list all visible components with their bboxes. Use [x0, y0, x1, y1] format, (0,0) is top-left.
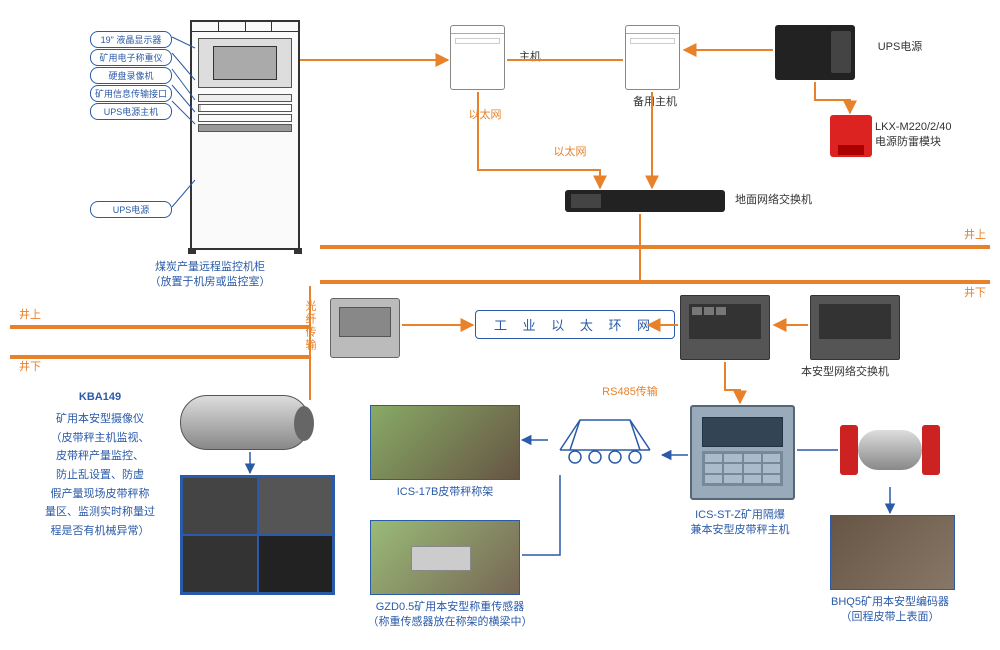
- ups-device: [775, 25, 855, 80]
- monitor-grid: [180, 475, 335, 595]
- rack: [190, 20, 300, 250]
- bhq5-label: BHQ5矿用本安型编码器 （回程皮带上表面）: [800, 595, 980, 626]
- gzd-img: [370, 520, 520, 595]
- sep-below-r: 井下: [960, 286, 990, 301]
- kba-title: KBA149: [60, 390, 140, 405]
- sep-below-l: 井下: [15, 360, 45, 375]
- rack-label: 19" 液晶显示器: [90, 31, 172, 48]
- bhq5-img: [830, 515, 955, 590]
- eth2-label: 以太网: [545, 145, 595, 160]
- fiber-label: 光纤传输: [302, 300, 316, 352]
- ring-net-label: 工 业 以 太 环 网: [475, 310, 675, 339]
- ics17b-img: [370, 405, 520, 480]
- sep-top: [320, 245, 990, 249]
- switch1: [680, 295, 770, 360]
- kba-desc: 矿用本安型摄像仪 （皮带秤主机监视、 皮带秤产量监控、 防止乱设置、防虚 假产量…: [25, 410, 175, 541]
- ics17b-label: ICS-17B皮带秤称架: [380, 485, 510, 500]
- sep-left2: [10, 355, 310, 359]
- lkx-label: LKX-M220/2/40 电源防雷模块: [875, 120, 985, 151]
- rack-label: 矿用电子称重仪: [90, 49, 172, 66]
- backup-label: 备用主机: [625, 95, 685, 110]
- switch2: [810, 295, 900, 360]
- sep-top2: [320, 280, 990, 284]
- icsst-device: [690, 405, 795, 500]
- fiber-device: [330, 298, 400, 358]
- ground-switch: [565, 190, 725, 212]
- ground-switch-label: 地面网络交换机: [735, 193, 835, 208]
- scale-carriage: [550, 405, 660, 475]
- sep-above-l: 井上: [15, 308, 45, 323]
- backup-pc: [625, 25, 680, 90]
- rack-ups-label: UPS电源: [90, 200, 172, 219]
- host-label: 主机: [510, 50, 550, 65]
- rack-label: 硬盘录像机: [90, 67, 172, 84]
- icsst-label: ICS-ST-Z矿用隔爆 兼本安型皮带秤主机: [660, 508, 820, 539]
- lkx-device: [830, 115, 872, 157]
- ups-label: UPS电源: [870, 40, 930, 55]
- bhq5-device: [840, 415, 940, 485]
- kba-camera: [180, 395, 310, 450]
- sep-left: [10, 325, 310, 329]
- host-pc: [450, 25, 505, 90]
- gzd-label: GZD0.5矿用本安型称重传感器 （称重传感器放在称架的横梁中）: [350, 600, 550, 631]
- rack-caption: 煤炭产量远程监控机柜 （放置于机房或监控室）: [120, 260, 300, 291]
- rack-labels: 19" 液晶显示器 矿用电子称重仪 硬盘录像机 矿用信息传输接口 UPS电源主机: [90, 30, 172, 121]
- rs485-label: RS485传输: [590, 385, 670, 400]
- eth1-label: 以太网: [460, 108, 510, 123]
- rack-label: UPS电源主机: [90, 103, 172, 120]
- switch-label: 本安型网络交换机: [785, 365, 905, 380]
- rack-label: 矿用信息传输接口: [90, 85, 172, 102]
- sep-above-r: 井上: [960, 228, 990, 243]
